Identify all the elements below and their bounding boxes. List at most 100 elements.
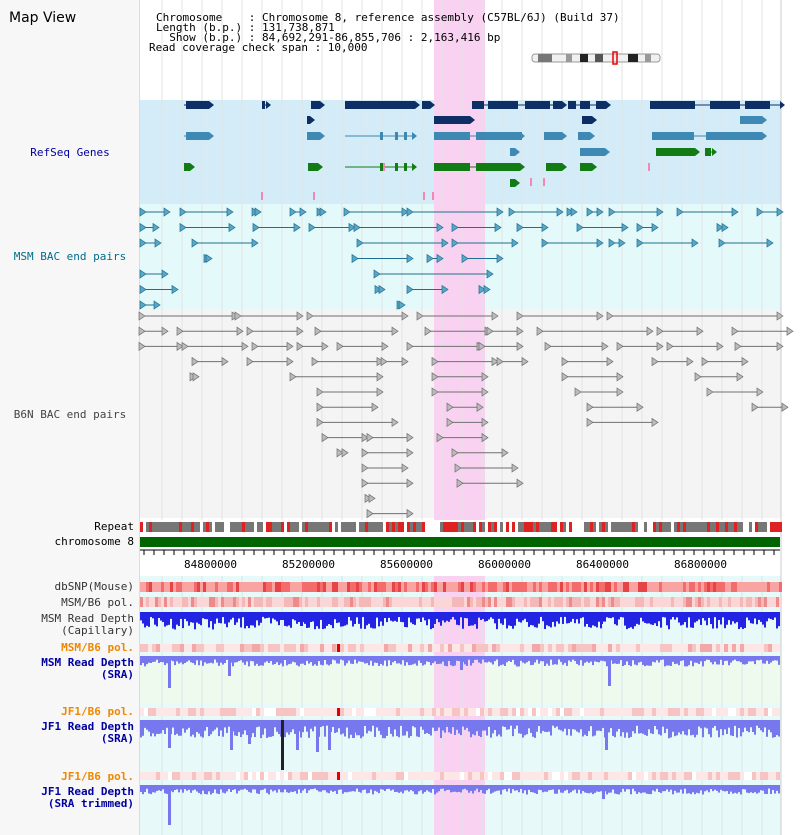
track-label-b6n-bac[interactable]: B6N BAC end pairs (13, 408, 127, 421)
repeat-segment (338, 522, 341, 532)
gene-arrow (606, 101, 611, 109)
dbsnp-cell (452, 582, 455, 592)
read-depth-bar (400, 785, 402, 792)
repeat-segment (590, 522, 593, 532)
repeat-segment (260, 522, 263, 532)
dbsnp-cell (326, 582, 329, 592)
jf1-b6-pol-2-cell (208, 772, 212, 780)
bac-end-arrow (541, 222, 549, 233)
read-depth-bar (726, 656, 728, 661)
jf1-b6-pol-cell (256, 708, 260, 716)
read-depth-bar (730, 656, 732, 663)
read-depth-bar (266, 720, 268, 738)
read-depth-bar (408, 656, 410, 666)
read-depth-bar (424, 612, 426, 621)
read-depth-bar (694, 612, 696, 623)
msm-b6-pol-cell (392, 597, 395, 607)
repeat-segment (776, 522, 779, 532)
refseq-marker (313, 192, 315, 200)
bac-end-arrow (481, 372, 489, 382)
read-depth-bar (416, 612, 418, 619)
msm-b6-pol-sra-cell (684, 644, 688, 652)
read-depth-bar (198, 720, 200, 734)
jf1-b6-pol-2-cell (420, 772, 424, 780)
track-label-jf1-b6-pol-2: JF1/B6 pol. (61, 770, 134, 783)
read-depth-bar (554, 720, 556, 728)
repeat-segment (683, 522, 686, 532)
read-depth-bar (312, 720, 314, 732)
dbsnp-cell (179, 582, 182, 592)
read-depth-bar (704, 785, 706, 792)
jf1-b6-pol-cell (504, 708, 508, 716)
bac-end-arrow (246, 356, 254, 367)
msm-b6-pol-sra-cell (740, 644, 744, 652)
read-depth-bar (526, 612, 528, 623)
bac-end-arrow (718, 238, 726, 248)
track-label-msm-bac[interactable]: MSM BAC end pairs (13, 250, 127, 263)
repeat-segment (560, 522, 563, 532)
jf1-b6-pol-cell (140, 708, 144, 716)
repeat-segment (293, 522, 296, 532)
read-depth-bar (688, 612, 690, 618)
read-depth-bar (566, 612, 568, 624)
read-depth-bar (372, 612, 374, 629)
read-depth-bar (390, 612, 392, 621)
repeat-segment (491, 522, 494, 532)
jf1-b6-pol-2-cell (148, 772, 152, 780)
read-depth-bar (574, 720, 576, 730)
read-depth-bar (354, 656, 356, 660)
read-depth-bar (274, 720, 276, 728)
repeat-segment (638, 522, 641, 532)
repeat-segment (611, 522, 614, 532)
read-depth-bar (446, 785, 448, 790)
read-depth-bar (260, 720, 262, 739)
msm-b6-pol-cell (524, 597, 527, 607)
bac-end-arrow (436, 222, 444, 233)
read-depth-bar (578, 612, 580, 624)
panel-divider (139, 0, 140, 835)
read-depth-bar (554, 785, 556, 794)
read-depth-bar (542, 785, 544, 793)
jf1-b6-pol-cell (164, 708, 168, 716)
bac-end-arrow (319, 207, 327, 217)
jf1-b6-pol-2-cell (404, 772, 408, 780)
repeat-segment (647, 522, 650, 532)
msm-b6-pol-sra-cell (508, 644, 512, 652)
read-depth-bar (222, 612, 224, 618)
msm-b6-pol-cell (602, 597, 605, 607)
msm-b6-pol-sra-cell (628, 644, 632, 652)
read-depth-bar (266, 785, 268, 793)
read-depth-bar (458, 612, 460, 626)
read-depth-bar (456, 720, 458, 730)
read-depth-bar (532, 612, 534, 626)
read-depth-bar (742, 612, 744, 629)
msm-b6-pol-cell (515, 597, 518, 607)
read-depth-bar (486, 656, 488, 663)
read-depth-bar (494, 785, 496, 792)
read-depth-bar (450, 785, 452, 793)
jf1-b6-pol-cell (360, 708, 364, 716)
pol-highlight-marker (337, 772, 340, 780)
read-depth-bar (768, 656, 770, 664)
repeat-segment (209, 522, 212, 532)
gene-exon (262, 101, 265, 109)
read-depth-bar (170, 612, 172, 619)
read-depth-bar (626, 656, 628, 662)
repeat-segment (179, 522, 182, 532)
read-depth-bar (576, 656, 578, 664)
read-depth-bar (224, 785, 226, 794)
track-label-refseq[interactable]: RefSeq Genes (30, 146, 110, 159)
read-depth-bar (324, 612, 326, 629)
read-depth-bar (424, 720, 426, 734)
jf1-b6-pol-2-cell (312, 772, 316, 780)
jf1-b6-pol-cell (544, 708, 548, 716)
msm-b6-pol-sra-cell (408, 644, 412, 652)
jf1-b6-pol-cell (296, 708, 300, 716)
read-depth-bar (714, 612, 716, 618)
read-depth-bar (626, 612, 628, 630)
bac-end-arrow (496, 207, 504, 217)
jf1-b6-pol-2-cell (668, 772, 672, 780)
read-depth-bar (478, 656, 480, 663)
jf1-b6-pol-2-cell (508, 772, 512, 780)
